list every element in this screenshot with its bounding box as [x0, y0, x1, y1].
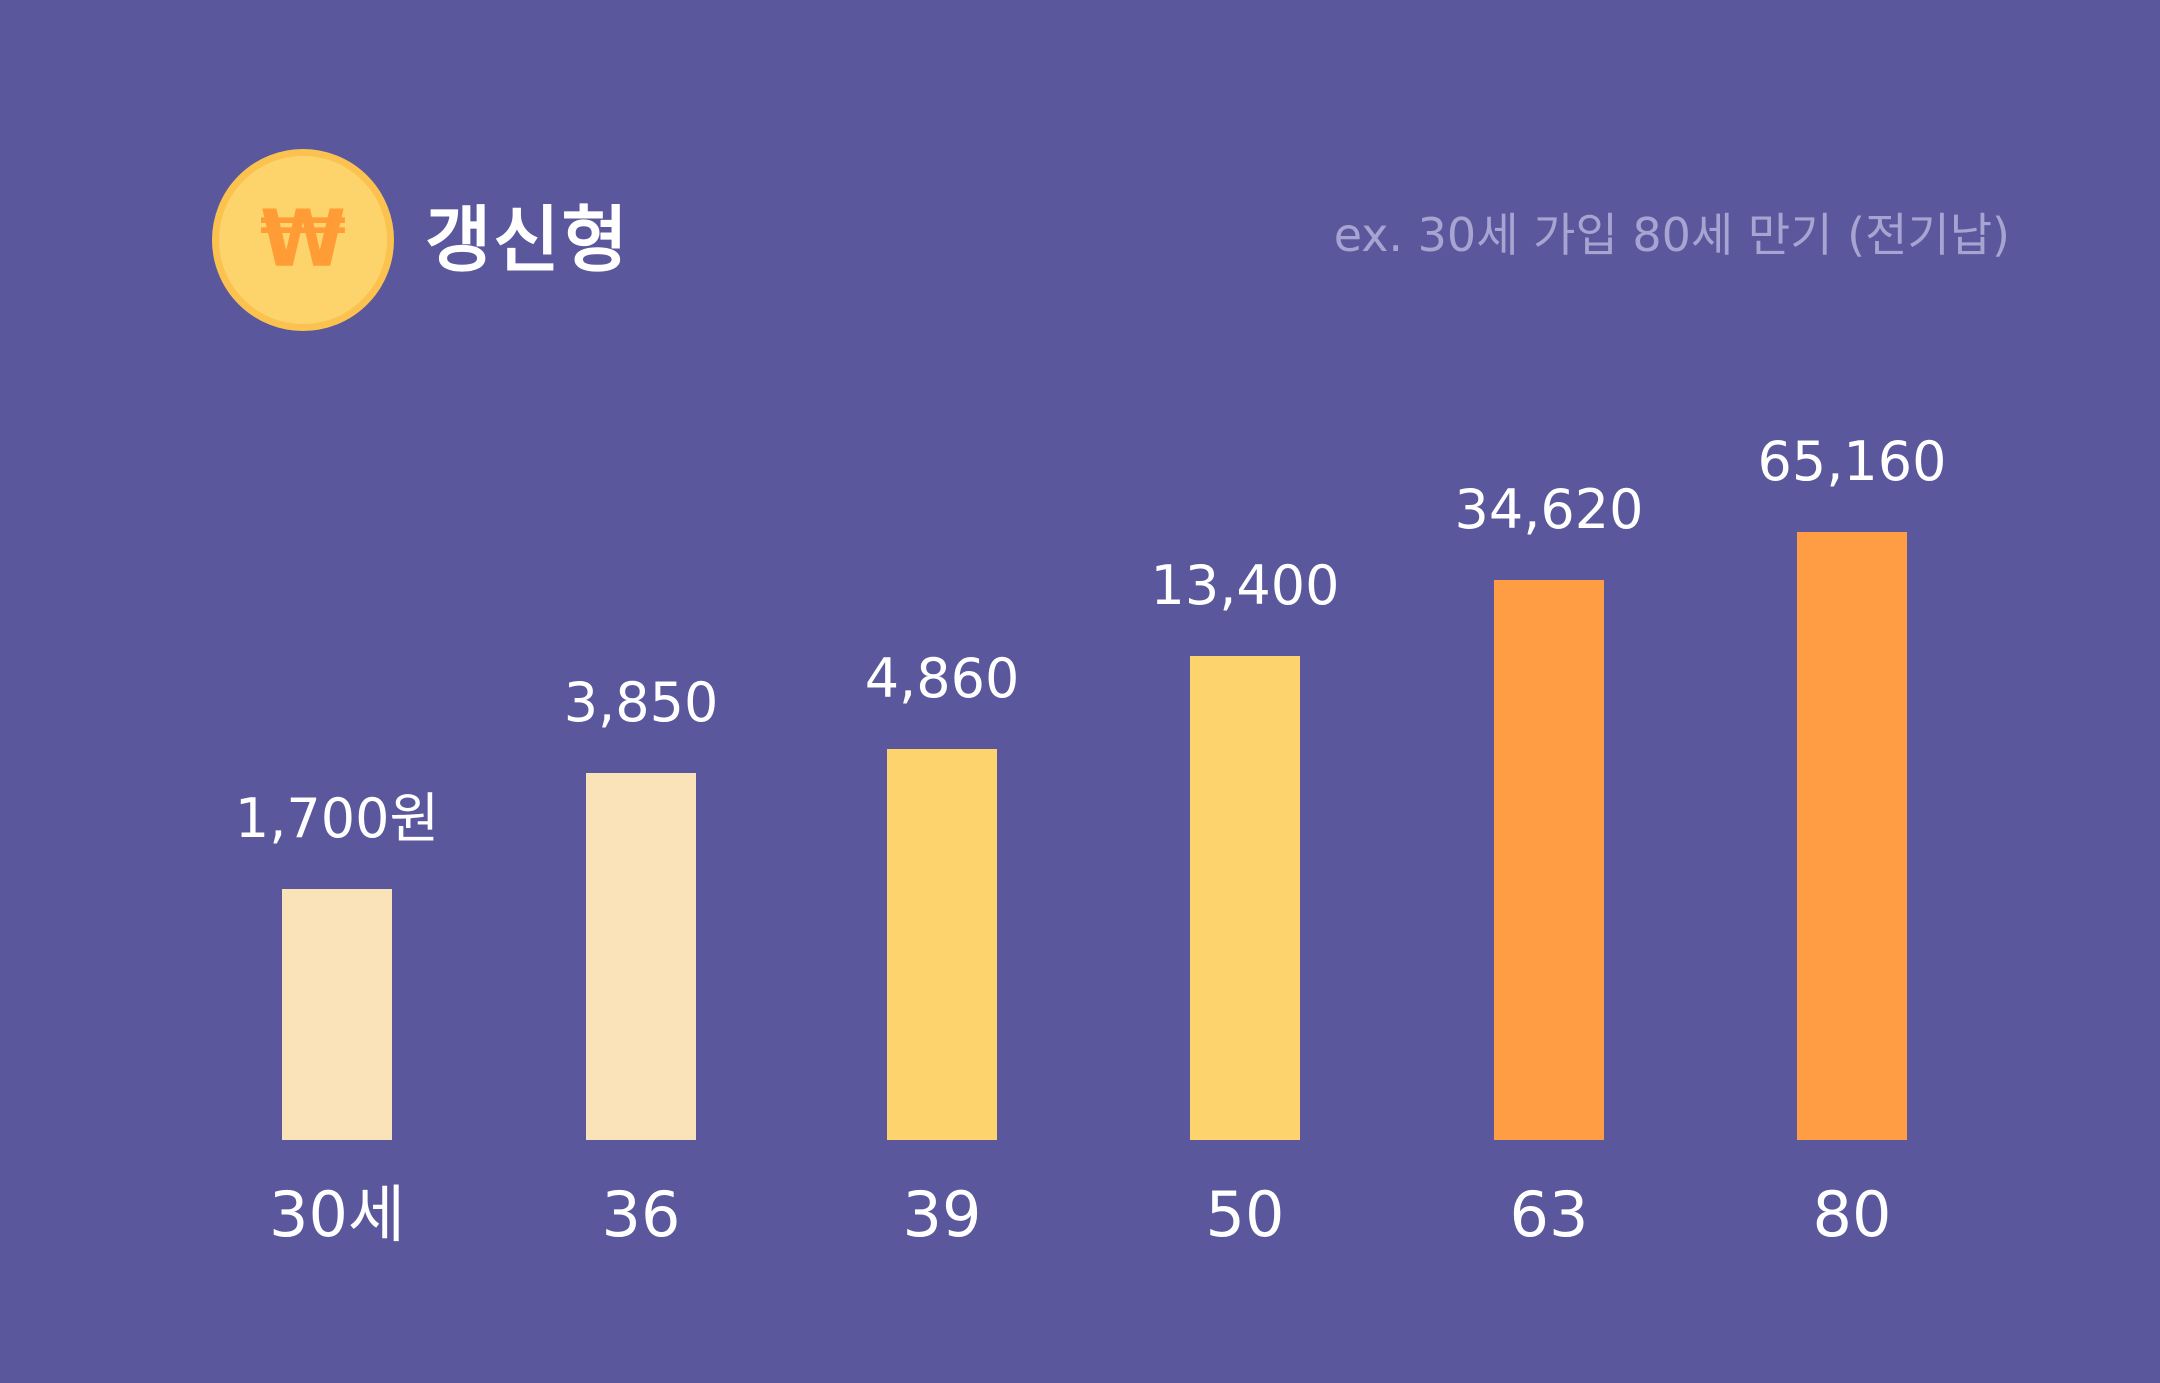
- bar-2: [887, 748, 997, 1140]
- x-tick-label-0: 30세: [269, 1178, 405, 1251]
- bar-1: [586, 772, 696, 1140]
- value-label-5: 65,160: [1757, 430, 1947, 493]
- bar-5: [1797, 532, 1907, 1140]
- bar-0: [282, 889, 392, 1140]
- won-symbol: ₩: [259, 195, 347, 285]
- x-tick-label-2: 39: [902, 1178, 982, 1251]
- bar-4: [1494, 579, 1604, 1140]
- value-label-1: 3,850: [563, 670, 719, 734]
- chart-title: 갱신형: [425, 198, 630, 282]
- x-tick-label-4: 63: [1509, 1178, 1589, 1251]
- won-coin-icon: ₩: [212, 149, 394, 331]
- value-label-2: 4,860: [864, 646, 1020, 710]
- value-label-4: 34,620: [1454, 477, 1644, 541]
- value-label-3: 13,400: [1150, 553, 1340, 617]
- chart-subtitle: ex. 30세 가입 80세 만기 (전기납): [1333, 208, 2010, 262]
- x-tick-label-3: 50: [1205, 1178, 1285, 1251]
- value-label-0: 1,700원: [234, 787, 440, 850]
- bar-3: [1190, 655, 1300, 1140]
- x-tick-label-1: 36: [601, 1178, 681, 1251]
- x-tick-label-5: 80: [1812, 1178, 1892, 1251]
